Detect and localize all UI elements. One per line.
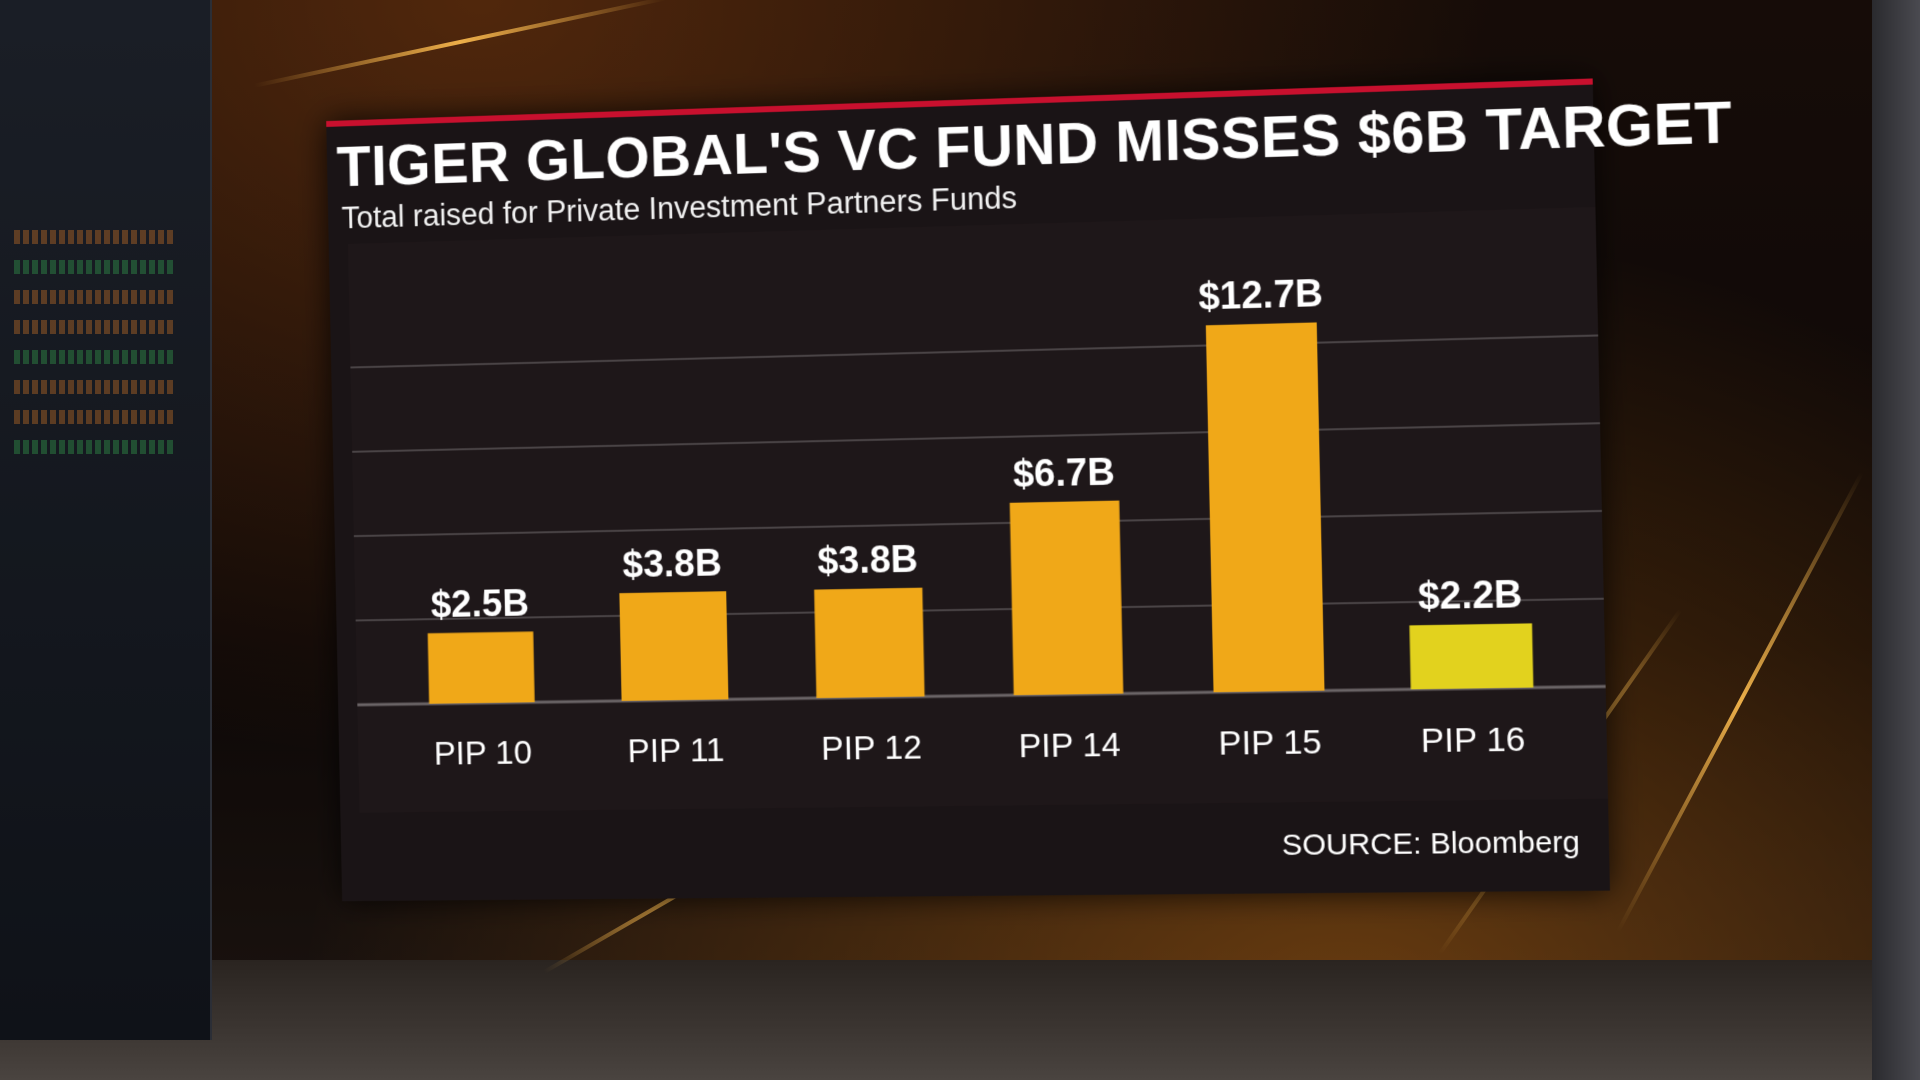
ticker-row	[14, 440, 174, 454]
gridline	[352, 423, 1600, 452]
ticker-row	[14, 380, 174, 394]
data-label: $12.7B	[1198, 271, 1323, 317]
x-tick-label: PIP 10	[433, 735, 532, 773]
data-label: $3.8B	[622, 541, 722, 585]
bar	[1409, 623, 1533, 689]
ticker-row	[14, 320, 174, 334]
data-label: $3.8B	[817, 537, 918, 581]
plot-area: $2.5B PIP 10 $3.8B PIP 11 $3.8B PIP 12 $6.7B PI…	[348, 207, 1608, 813]
bar	[619, 591, 728, 701]
x-tick-label: PIP 15	[1218, 724, 1322, 763]
gridline	[354, 511, 1602, 536]
x-tick-label: PIP 14	[1018, 726, 1121, 765]
gridline	[356, 599, 1604, 621]
source-note: SOURCE: Bloomberg	[1281, 826, 1580, 863]
ticker-row	[14, 350, 174, 364]
background-monitor	[0, 0, 212, 1040]
ticker-row	[14, 230, 174, 244]
ticker-row	[14, 290, 174, 304]
gridline	[350, 335, 1598, 367]
ticker-row	[14, 410, 174, 424]
studio-floor	[0, 960, 1920, 1080]
studio-pillar	[1872, 0, 1920, 1080]
bar	[1010, 501, 1124, 696]
data-label: $6.7B	[1013, 450, 1116, 495]
data-label: $2.5B	[430, 582, 529, 626]
bar-chart: $2.5B PIP 10 $3.8B PIP 11 $3.8B PIP 12 $6.7B PI…	[348, 207, 1608, 813]
ticker-row	[14, 260, 174, 274]
bar	[814, 588, 924, 698]
data-label: $2.2B	[1417, 572, 1522, 617]
x-tick-label: PIP 11	[627, 732, 725, 770]
x-tick-label: PIP 12	[821, 729, 922, 768]
bar	[1206, 322, 1325, 692]
chart-screen: TIGER GLOBAL'S VC FUND MISSES $6B TARGET…	[326, 78, 1610, 901]
x-tick-label: PIP 16	[1421, 721, 1526, 760]
bar	[428, 632, 535, 704]
